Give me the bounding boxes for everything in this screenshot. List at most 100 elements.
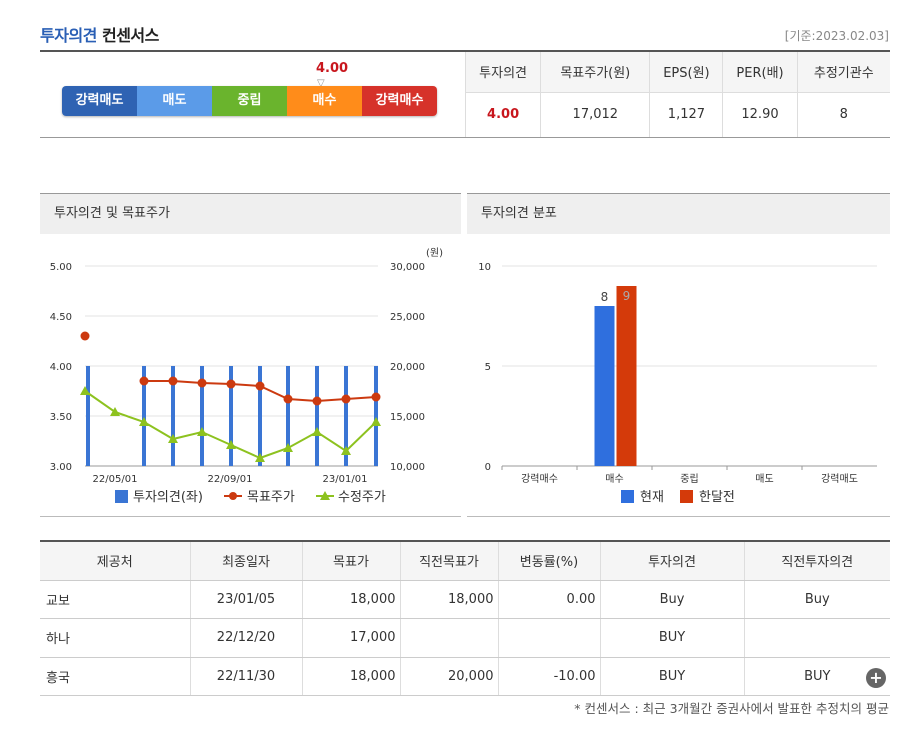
summary-institution-count: 8 — [796, 92, 890, 137]
legend-label: 현재 — [640, 490, 664, 505]
opinion-bar — [344, 366, 348, 466]
opinion-bar — [229, 366, 233, 466]
cell-change: 0.00 — [497, 580, 600, 619]
adjusted-price-point — [197, 427, 207, 436]
target-price-point — [226, 379, 236, 389]
legend-label: 수정주가 — [338, 490, 386, 505]
adjusted-price-point — [80, 386, 90, 395]
legend-swatch — [320, 491, 330, 500]
cell-date: 22/12/20 — [189, 618, 302, 658]
scale-strong-sell: 강력매도 — [62, 86, 137, 116]
cell-prev-target: 20,000 — [399, 657, 498, 696]
provider-table: 제공처 최종일자 목표가 직전목표가 변동률(%) 투자의견 직전투자의견 교보… — [40, 540, 890, 696]
title-primary: 투자의견 — [40, 26, 97, 45]
summary-eps: 1,127 — [649, 92, 723, 137]
distribution-bar — [616, 286, 637, 466]
target-price-point — [197, 378, 207, 388]
page-title: 투자의견 컨센서스 — [40, 22, 159, 46]
table-row: 교보 23/01/05 18,000 18,000 0.00 Buy Buy — [40, 580, 890, 619]
opinion-bar — [142, 366, 146, 466]
target-price-point — [341, 394, 351, 404]
col-change: 변동률(%) — [497, 540, 600, 581]
cell-prev-opinion — [743, 618, 890, 658]
x-tick: 22/05/01 — [93, 474, 138, 485]
y-tick: 5 — [485, 362, 491, 373]
summary-opinion: 4.00 — [464, 92, 541, 137]
legend-swatch — [621, 490, 634, 503]
table-row: 하나 22/12/20 17,000 BUY — [40, 618, 890, 658]
cell-prev-target: 18,000 — [399, 580, 498, 619]
scale-marker-icon: ▽ — [317, 78, 325, 89]
cell-provider: 흥국 — [40, 657, 190, 696]
y-right-unit: (원) — [426, 247, 443, 259]
adjusted-price-point — [341, 446, 351, 455]
summary-table: 투자의견 목표주가(원) EPS(원) PER(배) 추정기관수 4.00 17… — [464, 52, 890, 137]
expand-plus-button[interactable]: + — [866, 668, 886, 688]
scale-neutral: 중립 — [212, 86, 287, 116]
adjusted-price-point — [371, 417, 381, 426]
legend-label: 투자의견(좌) — [133, 490, 203, 505]
cell-date: 23/01/05 — [189, 580, 302, 619]
cell-provider: 교보 — [40, 580, 190, 619]
target-price-point — [283, 394, 293, 404]
bar-data-label: 9 — [623, 289, 631, 303]
y-left-tick: 3.00 — [50, 462, 72, 473]
y-right-tick: 15,000 — [390, 412, 425, 423]
col-provider: 제공처 — [40, 540, 190, 581]
cell-opinion: BUY — [599, 618, 744, 658]
cell-change: -10.00 — [497, 657, 600, 696]
opinion-scale: 강력매도 매도 중립 매수 강력매수 — [62, 86, 437, 116]
y-right-tick: 20,000 — [390, 362, 425, 373]
col-prev-opinion: 직전투자의견 — [743, 540, 890, 581]
legend-swatch — [115, 490, 128, 503]
legend-label: 목표주가 — [247, 490, 295, 505]
table-row: 흥국 22/11/30 18,000 20,000 -10.00 BUY BUY — [40, 657, 890, 696]
y-left-tick: 3.50 — [50, 412, 72, 423]
opinion-bar — [200, 366, 204, 466]
y-left-tick: 5.00 — [50, 262, 72, 273]
cell-prev-opinion: BUY — [743, 657, 890, 696]
legend-label: 한달전 — [699, 490, 735, 505]
adjusted-price-point — [226, 440, 236, 449]
adjusted-price-point — [312, 427, 322, 436]
y-right-tick: 10,000 — [390, 462, 425, 473]
target-price-point — [139, 376, 149, 386]
bar-data-label: 8 — [601, 290, 609, 304]
col-opinion: 투자의견 — [599, 540, 744, 581]
target-price-point — [255, 381, 265, 391]
cell-target: 17,000 — [301, 618, 400, 658]
cell-prev-target — [399, 618, 498, 658]
scale-current-value: 4.00 — [316, 61, 349, 76]
scale-buy: 매수 — [287, 86, 362, 116]
summary-header: EPS(원) — [649, 52, 723, 93]
target-price-point — [312, 396, 322, 406]
distribution-bar — [594, 306, 615, 466]
summary-target-price: 17,012 — [540, 92, 650, 137]
title-secondary: 컨센서스 — [101, 26, 159, 45]
x-tick: 강력매수 — [521, 473, 558, 485]
cell-prev-opinion: Buy — [743, 580, 890, 619]
y-left-tick: 4.00 — [50, 362, 72, 373]
cell-date: 22/11/30 — [189, 657, 302, 696]
opinion-target-chart: 5.00 4.50 4.00 3.50 3.00 30,000 25,000 20,000 15… — [50, 247, 443, 505]
opinion-bar — [315, 366, 319, 466]
target-price-point — [80, 331, 90, 341]
opinion-bar — [86, 366, 90, 466]
adjusted-price-point — [255, 453, 265, 462]
opinion-distribution-panel: 투자의견 분포 10 5 0 강력매수 매수 8 9 중립 매도 강력매도 현재 한달전 — [467, 193, 890, 517]
cell-opinion: Buy — [599, 580, 744, 619]
adjusted-price-point — [139, 417, 149, 426]
adjusted-price-point — [168, 434, 178, 443]
header-divider — [40, 50, 890, 52]
cell-opinion: BUY — [599, 657, 744, 696]
target-price-point — [168, 376, 178, 386]
summary-header: 목표주가(원) — [540, 52, 650, 93]
summary-divider — [40, 137, 890, 138]
y-tick: 0 — [485, 462, 491, 473]
opinion-bar — [258, 366, 262, 466]
y-right-tick: 25,000 — [390, 312, 425, 323]
summary-header: 추정기관수 — [796, 52, 890, 93]
col-date: 최종일자 — [189, 540, 302, 581]
legend-swatch — [229, 492, 237, 500]
